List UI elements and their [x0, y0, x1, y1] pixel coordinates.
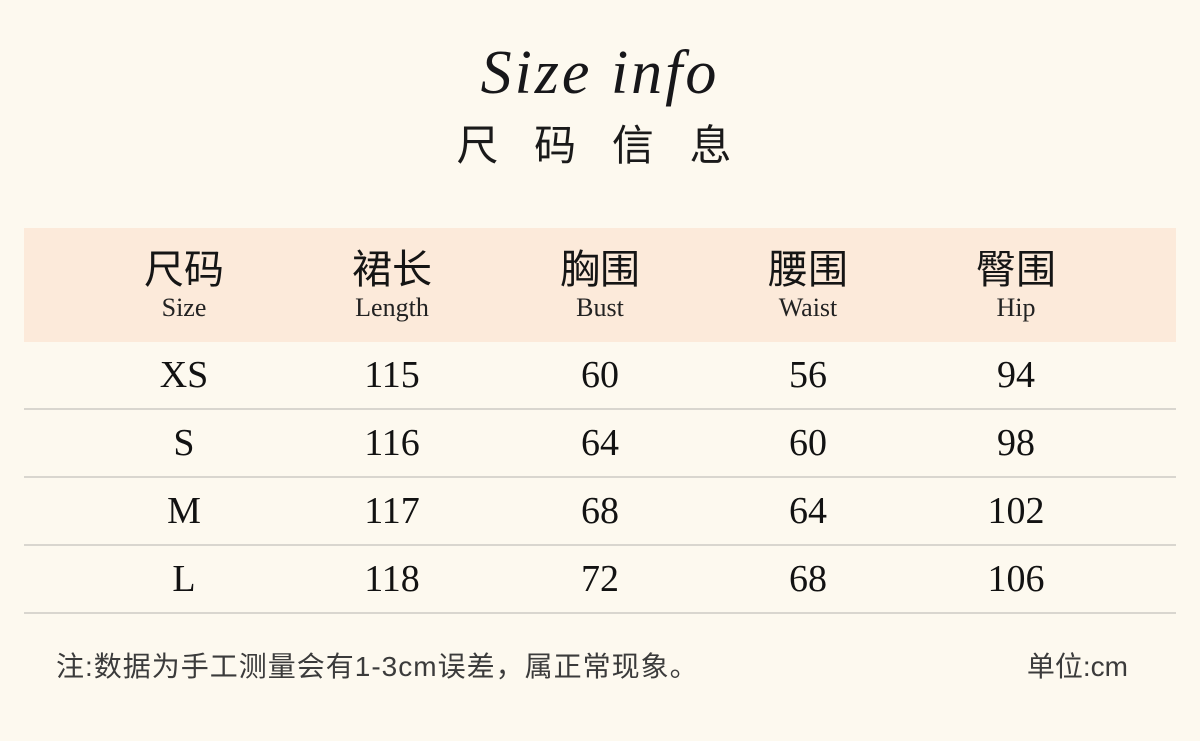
header-label-en: Size [161, 293, 207, 322]
header-cell-waist: 腰围 Waist [704, 248, 912, 342]
cell-length: 117 [364, 490, 420, 532]
header-label-en: Bust [576, 293, 624, 322]
cell-size: XS [159, 354, 209, 396]
cell-waist: 64 [789, 490, 827, 532]
size-table: 尺码 Size 裙长 Length 胸围 Bust 腰围 Waist 臀围 Hi… [24, 228, 1176, 614]
header-cell-length: 裙长 Length [288, 248, 496, 342]
cell-bust: 60 [581, 354, 619, 396]
header-label-zh: 尺码 [144, 248, 224, 292]
header-label-zh: 腰围 [768, 248, 848, 292]
table-row-s: S 116 64 60 98 [24, 410, 1176, 478]
page-title-chinese: 尺 码 信 息 [456, 122, 744, 169]
header-cell-hip: 臀围 Hip [912, 248, 1120, 342]
table-row-xs: XS 115 60 56 94 [24, 342, 1176, 410]
header-label-zh: 裙长 [352, 248, 432, 292]
cell-bust: 68 [581, 490, 619, 532]
unit-label: 单位:cm [1026, 651, 1128, 682]
table-footer: 注:数据为手工测量会有1-3cm误差，属正常现象。 单位:cm [56, 650, 1128, 684]
header-cell-size: 尺码 Size [80, 248, 288, 342]
header-cell-bust: 胸围 Bust [496, 248, 704, 342]
cell-waist: 60 [789, 422, 827, 464]
page-title-english: Size info [480, 39, 720, 107]
cell-waist: 68 [789, 558, 827, 600]
measurement-note: 注:数据为手工测量会有1-3cm误差，属正常现象。 [56, 651, 699, 682]
cell-hip: 106 [987, 558, 1045, 600]
header-label-en: Hip [996, 293, 1036, 322]
cell-length: 116 [364, 422, 420, 464]
cell-size: M [167, 490, 201, 532]
cell-hip: 98 [997, 422, 1035, 464]
cell-hip: 94 [997, 354, 1035, 396]
cell-size: S [173, 422, 195, 464]
cell-hip: 102 [987, 490, 1045, 532]
table-row-m: M 117 68 64 102 [24, 478, 1176, 546]
cell-size: L [172, 558, 196, 600]
header-label-zh: 胸围 [560, 248, 640, 292]
header-label-zh: 臀围 [976, 248, 1056, 292]
header-label-en: Length [355, 293, 429, 322]
table-row-l: L 118 72 68 106 [24, 546, 1176, 614]
cell-bust: 64 [581, 422, 619, 464]
cell-bust: 72 [581, 558, 619, 600]
table-header-row: 尺码 Size 裙长 Length 胸围 Bust 腰围 Waist 臀围 Hi… [24, 228, 1176, 342]
cell-length: 115 [364, 354, 420, 396]
cell-length: 118 [364, 558, 420, 600]
header-label-en: Waist [778, 293, 838, 322]
cell-waist: 56 [789, 354, 827, 396]
